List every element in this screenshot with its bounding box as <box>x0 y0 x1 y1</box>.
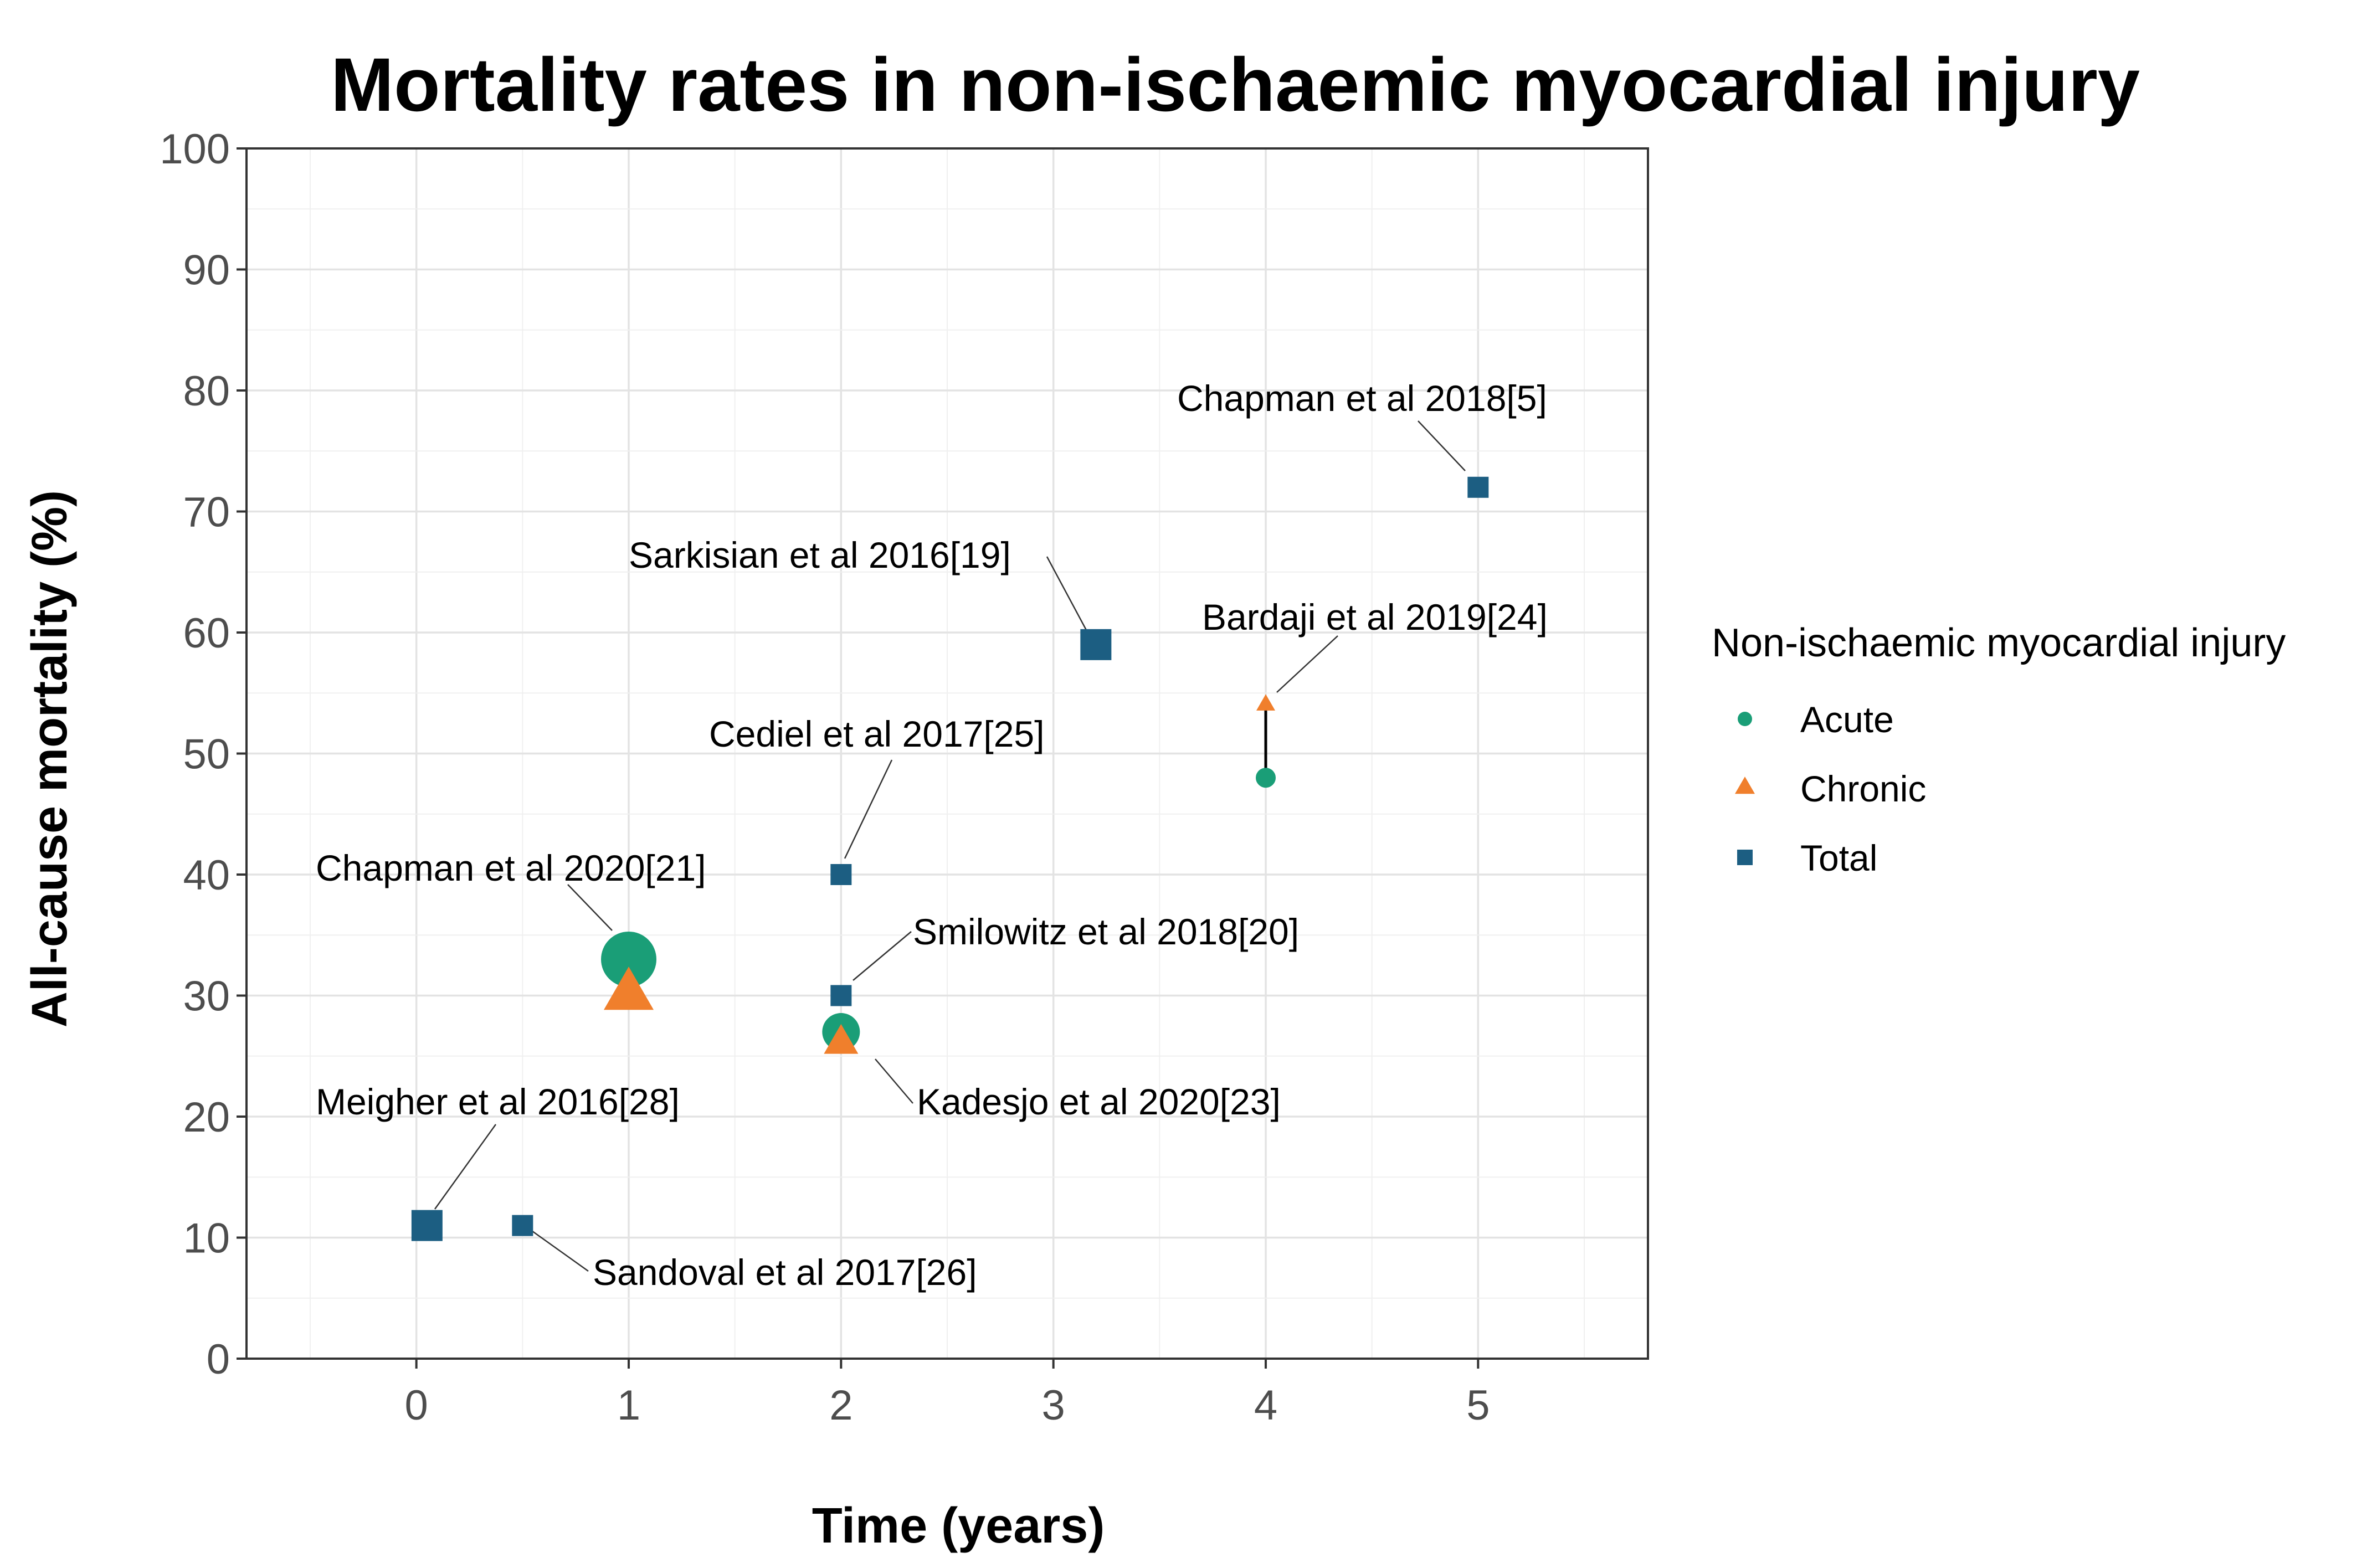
study-annotation-label: Sarkisian et al 2016[19] <box>629 534 1011 575</box>
y-tick-label: 90 <box>183 247 230 294</box>
y-tick-label: 80 <box>183 368 230 415</box>
annotation-leader-line <box>1046 556 1090 635</box>
y-tick-label: 100 <box>160 126 230 173</box>
annotation-leader-line <box>567 884 613 931</box>
x-tick-label: 0 <box>405 1382 428 1429</box>
y-tick-label: 50 <box>183 731 230 778</box>
study-annotation-label: Chapman et al 2018[5] <box>1177 378 1547 419</box>
data-point-chronic <box>604 966 654 1010</box>
x-tick-label: 5 <box>1466 1382 1490 1429</box>
study-annotation-label: Sandoval et al 2017[26] <box>593 1252 977 1293</box>
x-tick-label: 2 <box>829 1382 853 1429</box>
data-point-chronic <box>1256 694 1275 711</box>
study-annotation-label: Meigher et al 2016[28] <box>316 1081 680 1122</box>
data-point-total <box>1467 476 1489 498</box>
study-annotation-label: Bardaji et al 2019[24] <box>1202 597 1548 638</box>
y-axis-title: All-cause mortality (%) <box>22 490 78 1027</box>
data-points <box>411 476 1489 1241</box>
annotations: Chapman et al 2018[5] Sarkisian et al 201… <box>316 378 1548 1293</box>
y-tick-label: 30 <box>183 973 230 1020</box>
study-annotation-label: Kadesjo et al 2020[23] <box>917 1081 1281 1122</box>
y-tick-label: 10 <box>183 1215 230 1262</box>
annotation-leader-line <box>1276 635 1338 693</box>
legend-title: Non-ischaemic myocardial injury <box>1712 621 2286 665</box>
data-point-total <box>512 1215 533 1236</box>
x-tick-label: 3 <box>1042 1382 1065 1429</box>
annotation-leaders <box>434 420 1466 1272</box>
legend: Non-ischaemic myocardial injury Acute Chr… <box>1712 621 2286 878</box>
data-point-chronic <box>824 1024 859 1054</box>
study-annotation-label: Cediel et al 2017[25] <box>709 713 1044 754</box>
data-point-total <box>830 864 852 885</box>
legend-label-acute: Acute <box>1800 699 1894 740</box>
y-tick-label: 70 <box>183 489 230 536</box>
annotation-leader-line <box>853 931 912 981</box>
annotation-leader-line <box>526 1226 589 1272</box>
data-point-total <box>1080 629 1112 660</box>
study-annotation-label: Chapman et al 2020[21] <box>316 847 706 888</box>
x-axis-title: Time (years) <box>812 1498 1105 1554</box>
data-point-total <box>411 1210 443 1241</box>
annotation-leader-line <box>875 1058 913 1104</box>
legend-label-total: Total <box>1800 837 1877 878</box>
chart-title: Mortality rates in non-ischaemic myocard… <box>331 43 2140 127</box>
study-annotation-label: Smilowitz et al 2018[20] <box>913 911 1299 952</box>
legend-key-chronic <box>1735 777 1755 794</box>
x-tick-label: 1 <box>617 1382 640 1429</box>
annotation-leader-line <box>844 759 893 859</box>
y-tick-label: 40 <box>183 852 230 899</box>
annotation-leader-line <box>434 1124 497 1210</box>
legend-label-chronic: Chronic <box>1800 768 1926 809</box>
annotation-leader-line <box>1418 420 1466 471</box>
data-point-acute <box>1256 768 1276 788</box>
y-tick-label: 60 <box>183 610 230 657</box>
y-tick-label: 0 <box>207 1336 230 1383</box>
legend-key-acute <box>1738 712 1752 726</box>
y-tick-label: 20 <box>183 1094 230 1141</box>
x-tick-label: 4 <box>1254 1382 1277 1429</box>
legend-key-total <box>1737 850 1753 865</box>
data-point-total <box>830 985 852 1006</box>
data-point-acute <box>601 931 656 987</box>
